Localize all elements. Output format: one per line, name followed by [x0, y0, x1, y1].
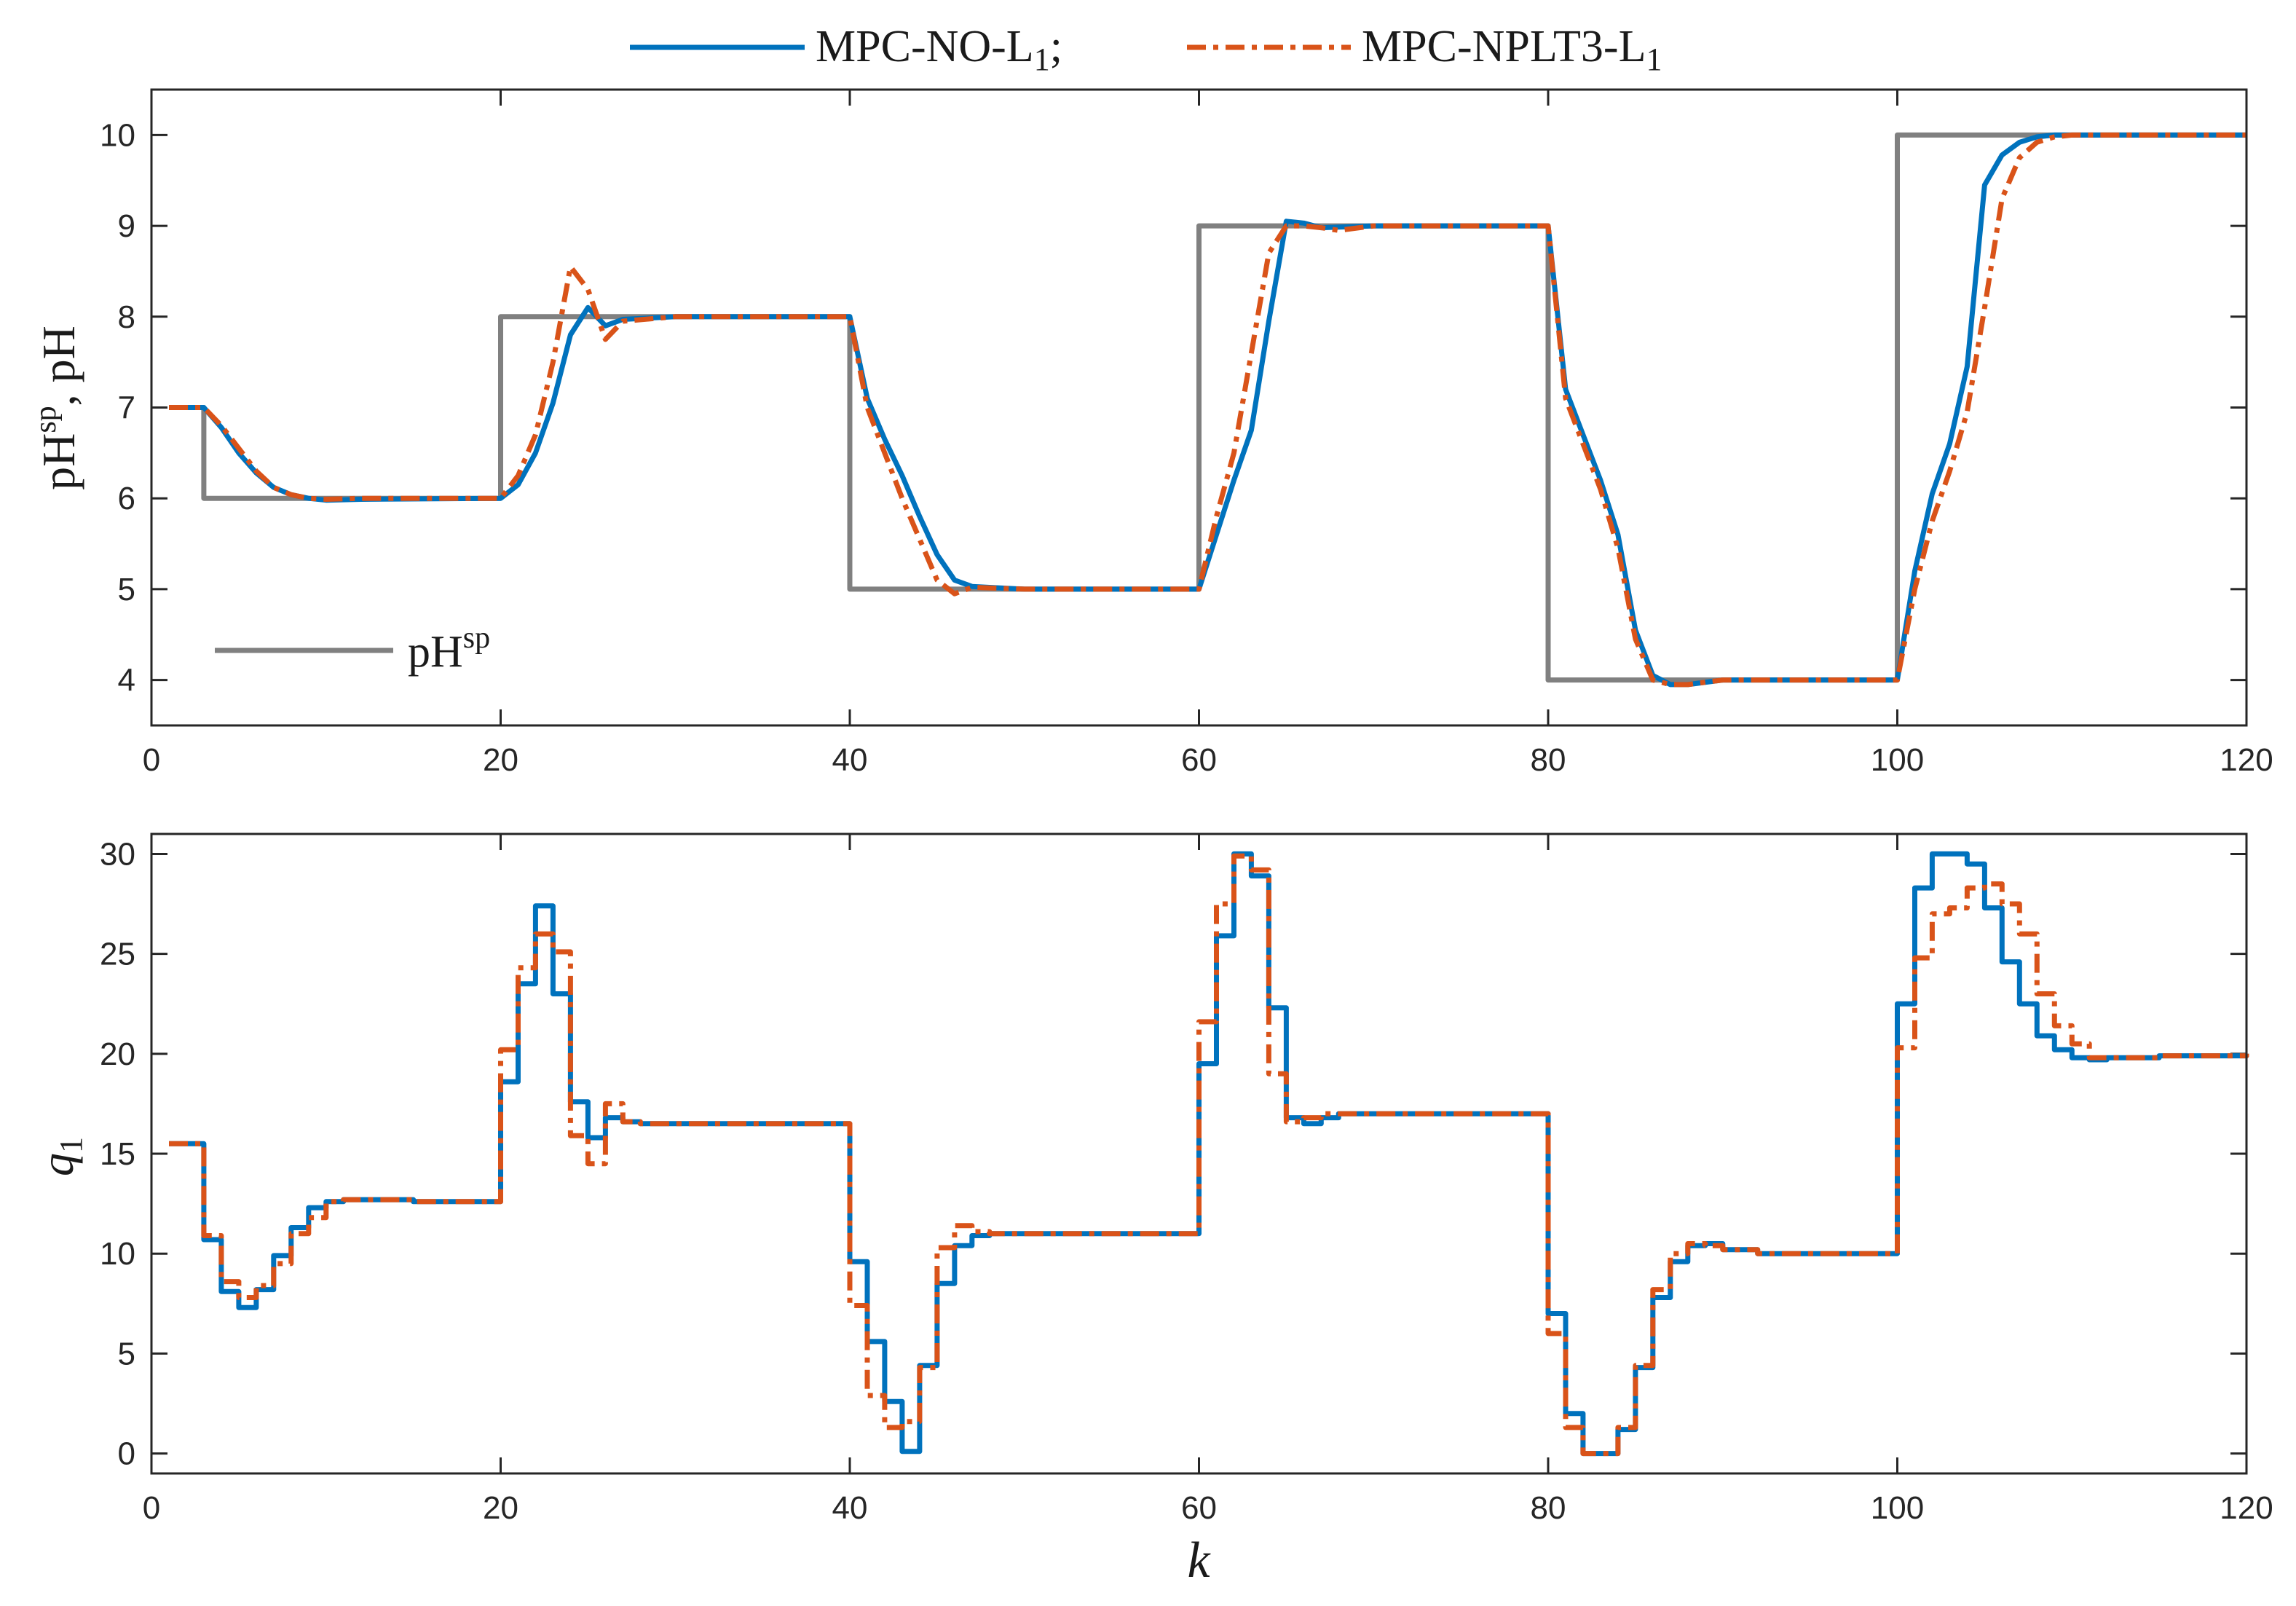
q1-plot-axes-box [150, 832, 2248, 1475]
q1-plot-ytick-label-0: 0 [118, 1436, 135, 1472]
ph-plot-ytick-label-3: 7 [118, 390, 135, 426]
q1-plot-xtick-label-2: 40 [832, 1490, 868, 1526]
ph-plot-xtick-label-6: 120 [2220, 742, 2273, 778]
q1-plot-xtick-label-0: 0 [143, 1490, 160, 1526]
ph-plot-xtick-label-4: 80 [1531, 742, 1566, 778]
legend-separator: ; [1050, 22, 1062, 71]
q1-plot-y-ticks: 0 5 10 15 20 25 30 [100, 836, 2246, 1472]
ph-plot-series-nplt3 [169, 132, 2246, 688]
q1-plot: 0 5 10 15 20 25 30 0 20 40 60 80 100 120 q1 k [31, 832, 2273, 1589]
q1-plot-xtick-label-4: 80 [1531, 1490, 1566, 1526]
setpoint-legend: pHsp [215, 621, 490, 677]
legend-nplt3-sub: 1 [1646, 42, 1662, 77]
ph-plot-ytick-label-2: 6 [118, 481, 135, 516]
q1-plot-xtick-label-1: 20 [483, 1490, 518, 1526]
q1-plot-ytick-label-3: 15 [100, 1136, 135, 1172]
ph-plot: 4 5 6 7 8 9 10 0 20 40 60 80 100 120 pHsp, pH pHsp [29, 88, 2273, 778]
ph-plot-xtick-label-5: 100 [1871, 742, 1924, 778]
q1-plot-xtick-label-6: 120 [2220, 1490, 2273, 1526]
q1-plot-ytick-label-5: 25 [100, 937, 135, 972]
setpoint-legend-label: pH [408, 627, 463, 677]
ph-plot-y-ticks: 4 5 6 7 8 9 10 [100, 117, 2246, 698]
svg-text:MPC-NPLT3-L1: MPC-NPLT3-L1 [1362, 22, 1662, 77]
ph-plot-ytick-label-6: 10 [100, 117, 135, 153]
ph-plot-y-label: pHsp, pH [29, 326, 84, 490]
ph-plot-lines [169, 132, 2246, 688]
legend-no-sub: 1 [1034, 42, 1050, 77]
ph-plot-xtick-label-0: 0 [143, 742, 160, 778]
setpoint-legend-sup: sp [463, 621, 490, 655]
q1-plot-ytick-label-4: 20 [100, 1036, 135, 1072]
q1-plot-series-nplt3 [169, 853, 2249, 1457]
ph-plot-ytick-label-4: 8 [118, 299, 135, 335]
legend-nplt3-label: MPC-NPLT3-L [1362, 22, 1646, 71]
q1-plot-y-label: q1 [31, 1137, 89, 1176]
ph-plot-ytick-label-1: 5 [118, 572, 135, 607]
ph-plot-xtick-label-1: 20 [483, 742, 518, 778]
legend-no-label: MPC-NO-L [816, 22, 1034, 71]
q1-plot-ytick-label-2: 10 [100, 1236, 135, 1272]
svg-text:MPC-NO-L1;: MPC-NO-L1; [816, 22, 1062, 77]
ph-plot-ytick-label-0: 4 [118, 663, 135, 698]
top-legend: MPC-NO-L1; MPC-NPLT3-L1 [630, 22, 1662, 77]
ph-plot-xtick-label-3: 60 [1181, 742, 1217, 778]
ph-plot-xtick-label-2: 40 [832, 742, 868, 778]
q1-plot-ytick-label-6: 30 [100, 836, 135, 872]
q1-plot-lines [169, 851, 2249, 1457]
q1-plot-x-label: k [1187, 1532, 1211, 1589]
ph-plot-axes-box [150, 88, 2248, 727]
ph-plot-ytick-label-5: 9 [118, 208, 135, 244]
q1-plot-ytick-label-1: 5 [118, 1336, 135, 1371]
q1-plot-xtick-label-3: 60 [1181, 1490, 1217, 1526]
svg-text:pHsp: pHsp [408, 621, 490, 677]
ph-plot-x-ticks: 0 20 40 60 80 100 120 [143, 90, 2273, 778]
q1-plot-xtick-label-5: 100 [1871, 1490, 1924, 1526]
